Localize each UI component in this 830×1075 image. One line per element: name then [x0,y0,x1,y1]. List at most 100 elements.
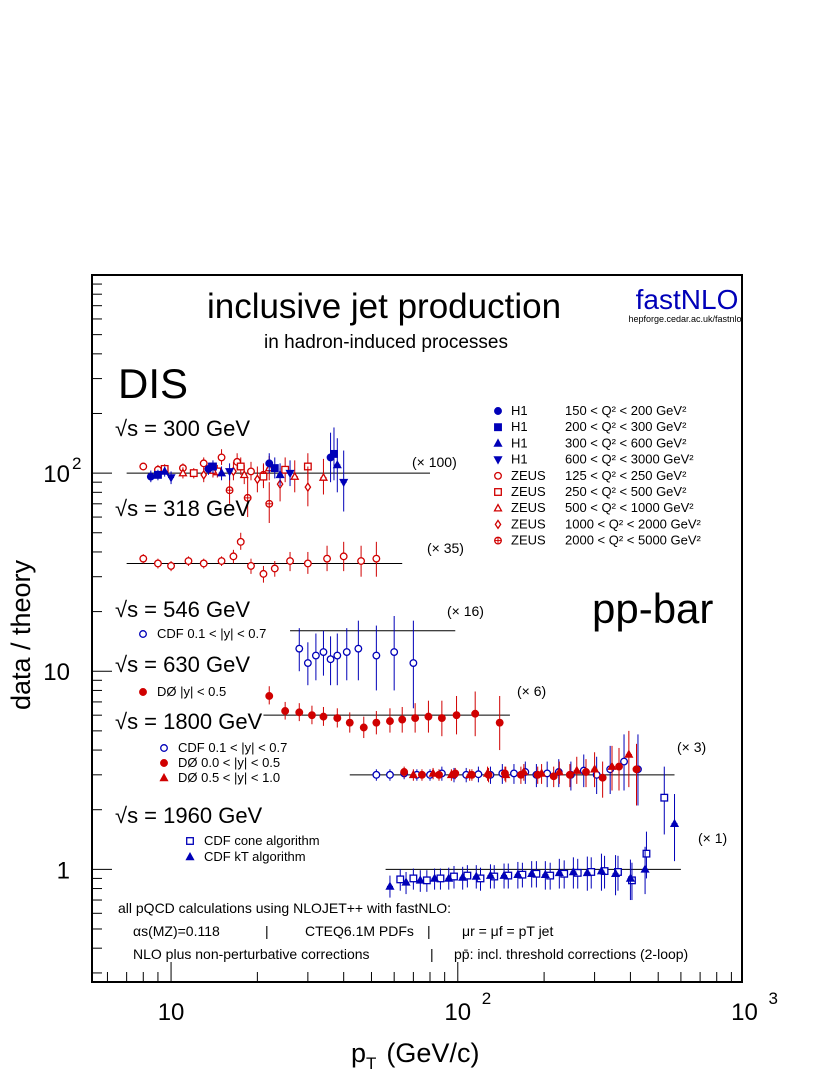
data-point [565,770,574,779]
data-point [139,554,148,563]
data-point [146,472,155,481]
data-point [422,876,431,885]
legend-marker-dis [494,407,502,415]
x-tick-label: 10 [158,999,185,1026]
data-point [217,453,226,462]
energy-label-1960: √s = 1960 GeV [115,803,263,828]
y-tick-label: 1 [57,857,70,884]
data-point [411,714,420,723]
data-point [167,561,176,570]
data-point [409,874,418,883]
data-point [510,769,518,778]
legend-exp-dis: ZEUS [511,484,546,499]
legend-text-s1960: CDF kT algorithm [204,849,306,864]
data-point [253,474,261,485]
series-8 [166,450,349,512]
data-point [582,867,592,877]
y-tick-label: 10 [43,461,70,488]
data-point [620,757,628,766]
footnote-line1: all pQCD calculations using NLOJET++ wit… [118,900,451,916]
plot-frame [91,274,743,983]
data-point [290,471,300,480]
data-point [401,877,411,886]
legend-marker-dis [493,438,503,447]
x-axis-title-sub: T [366,1054,376,1073]
x-axis-title-unit: (GeV/c) [386,1038,479,1068]
data-point [610,868,621,878]
data-point [660,793,669,802]
footnote-corrections: NLO plus non-perturbative corrections [133,946,370,962]
data-point [471,709,480,718]
data-point [236,537,245,546]
scale-label-3: (× 3) [677,739,706,755]
data-point [319,712,328,721]
legend-exp-dis: H1 [511,435,528,450]
scale-label-1: (× 1) [698,830,727,846]
x-axis-title: pT (GeV/c) [351,1038,479,1073]
legend-marker-s546 [139,630,147,638]
legend-marker-s1960 [186,837,194,845]
data-point [160,466,170,475]
data-point [632,765,641,774]
scale-label-6: (× 6) [517,683,546,699]
data-point [408,769,418,779]
data-point [386,770,394,779]
energy-label-300: √s = 300 GeV [115,416,250,441]
data-point [357,557,366,565]
data-point [409,659,418,667]
energy-label-630: √s = 630 GeV [115,652,250,677]
data-point [418,770,426,779]
data-point [295,708,304,717]
data-point [209,462,217,471]
data-point [444,873,454,882]
data-point [189,469,198,478]
data-point [285,469,295,479]
data-point [236,462,245,471]
data-point [415,875,425,884]
data-point [386,717,394,726]
data-point [513,869,523,878]
data-point [390,648,399,656]
legend-marker-s630 [139,688,147,696]
footnote-sep2: | [427,923,431,939]
data-point [319,648,328,656]
data-point [669,818,680,827]
data-point [428,768,438,777]
legend-text-s630: DØ |y| < 0.5 [157,684,226,699]
legend-marker-dis [494,471,502,480]
data-point [342,648,351,656]
brand-url: hepforge.cedar.ac.uk/fastnlo [628,314,741,324]
legend-marker-dis [494,519,502,530]
legend-marker-dis [493,456,503,465]
chart-subtitle: in hadron-induced processes [264,332,508,353]
legend-range-dis: 1000 < Q² < 2000 GeV² [565,516,702,531]
data-point [265,692,274,700]
legend-exp-dis: ZEUS [511,500,546,515]
legend-text-s1800: DØ 0.0 < |y| < 0.5 [178,755,280,770]
data-point [495,718,504,727]
data-point [554,767,564,776]
data-point [458,872,468,881]
legend-range-dis: 125 < Q² < 250 GeV² [565,468,687,483]
data-point [275,469,285,479]
data-point [333,651,342,660]
legend-range-dis: 2000 < Q² < 5000 GeV² [565,533,702,548]
legend-exp-dis: H1 [511,452,528,467]
energy-label-546: √s = 546 GeV [115,597,250,622]
data-point [178,468,188,477]
legend-marker-s1960 [185,852,195,861]
footnote-sep1: | [265,923,269,939]
legend-range-dis: 250 < Q² < 500 GeV² [565,484,687,499]
data-point [568,866,578,876]
x-tick-label-exponent: 3 [769,989,778,1008]
data-point [590,764,600,773]
data-point [229,552,238,561]
series-14 [408,730,634,791]
data-point [217,557,226,565]
legend-range-dis: 200 < Q² < 300 GeV² [565,419,687,434]
legend-range-dis: 600 < Q² < 3000 GeV² [565,452,694,467]
data-point [537,768,547,777]
series-11 [265,686,504,751]
